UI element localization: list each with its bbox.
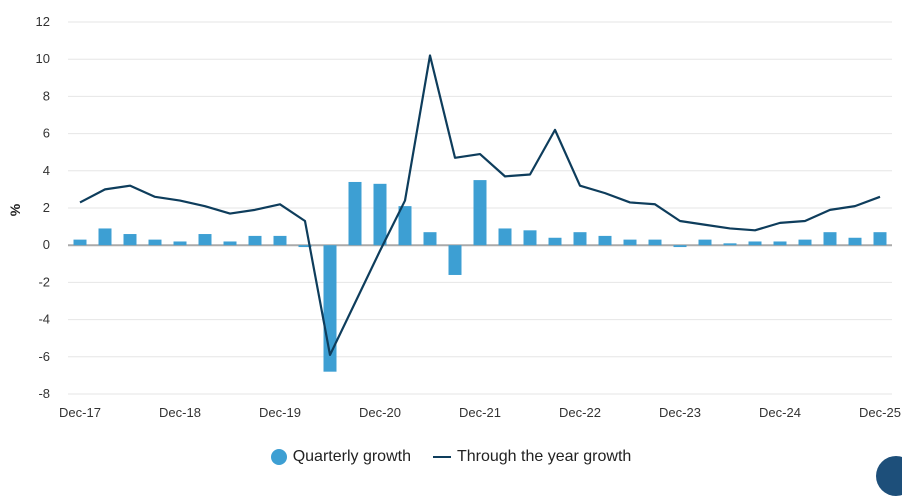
legend-circle-icon [270, 449, 287, 465]
x-tick-label: Dec-17 [59, 405, 101, 420]
quarterly-growth-bar[interactable] [573, 232, 587, 246]
x-tick-label: Dec-20 [359, 405, 401, 420]
quarterly-growth-bar[interactable] [748, 241, 762, 246]
quarterly-growth-bar[interactable] [98, 228, 112, 246]
x-tick-label: Dec-22 [559, 405, 601, 420]
y-tick-label: 4 [43, 163, 50, 178]
through-the-year-line [79, 54, 881, 357]
x-tick-label: Dec-18 [159, 405, 201, 420]
y-tick-label: 2 [43, 200, 50, 215]
legend: Quarterly growth Through the year growth [0, 448, 902, 466]
quarterly-growth-bar[interactable] [598, 235, 612, 246]
y-tick-label: -6 [38, 349, 50, 364]
quarterly-growth-bar[interactable] [148, 239, 162, 246]
quarterly-growth-bar[interactable] [498, 228, 512, 246]
x-tick-label: Dec-19 [259, 405, 301, 420]
quarterly-growth-bar[interactable] [648, 239, 662, 246]
quarterly-growth-bar[interactable] [348, 181, 362, 246]
legend-item-through-year[interactable]: Through the year growth [432, 448, 632, 466]
quarterly-growth-bar[interactable] [548, 237, 562, 246]
quarterly-growth-bar[interactable] [223, 241, 237, 246]
x-tick-label: Dec-23 [659, 405, 701, 420]
quarterly-growth-bar[interactable] [373, 183, 387, 246]
y-tick-label: 8 [43, 88, 50, 103]
x-tick-label: Dec-25 [859, 405, 901, 420]
quarterly-growth-bar[interactable] [698, 239, 712, 246]
quarterly-growth-bar[interactable] [198, 234, 212, 246]
quarterly-growth-bar[interactable] [473, 180, 487, 246]
quarterly-growth-bar[interactable] [123, 234, 137, 246]
y-tick-label: 0 [43, 237, 50, 252]
quarterly-growth-bar[interactable] [173, 241, 187, 246]
quarterly-growth-bar[interactable] [423, 232, 437, 246]
legend-line-icon [432, 456, 451, 458]
chart: -8 -6 -4 -2 0 2 4 6 8 10 12 Dec-17 Dec-18 Dec-19 Dec-… [7, 14, 901, 420]
quarterly-growth-bar[interactable] [798, 239, 812, 246]
y-tick-label: -4 [38, 312, 50, 327]
x-tick-label: Dec-24 [759, 405, 801, 420]
y-tick-label: 12 [36, 14, 50, 29]
quarterly-growth-bar[interactable] [848, 237, 862, 246]
quarterly-growth-bar[interactable] [873, 232, 887, 246]
y-tick-label: -8 [38, 386, 50, 401]
quarterly-growth-bar[interactable] [673, 245, 687, 248]
quarterly-growth-bar[interactable] [623, 239, 637, 246]
quarterly-growth-bar[interactable] [73, 239, 87, 246]
quarterly-growth-bar[interactable] [298, 245, 312, 248]
quarterly-growth-bar[interactable] [523, 230, 537, 246]
y-tick-label: 10 [36, 51, 50, 66]
quarterly-growth-bar[interactable] [823, 232, 837, 246]
floating-action-button[interactable] [876, 456, 902, 496]
y-tick-label: 6 [43, 126, 50, 141]
y-tick-label: -2 [38, 274, 50, 289]
quarterly-growth-bar[interactable] [723, 243, 737, 246]
legend-label: Through the year growth [456, 448, 632, 465]
quarterly-growth-bar[interactable] [773, 241, 787, 246]
quarterly-growth-bar[interactable] [273, 235, 287, 246]
quarterly-growth-bar[interactable] [448, 245, 462, 275]
legend-item-quarterly[interactable]: Quarterly growth [270, 448, 411, 466]
y-axis-label: % [7, 203, 23, 216]
quarterly-growth-bar[interactable] [248, 235, 262, 246]
x-tick-label: Dec-21 [459, 405, 501, 420]
quarterly-growth-bar[interactable] [398, 206, 412, 246]
legend-label: Quarterly growth [292, 448, 411, 465]
